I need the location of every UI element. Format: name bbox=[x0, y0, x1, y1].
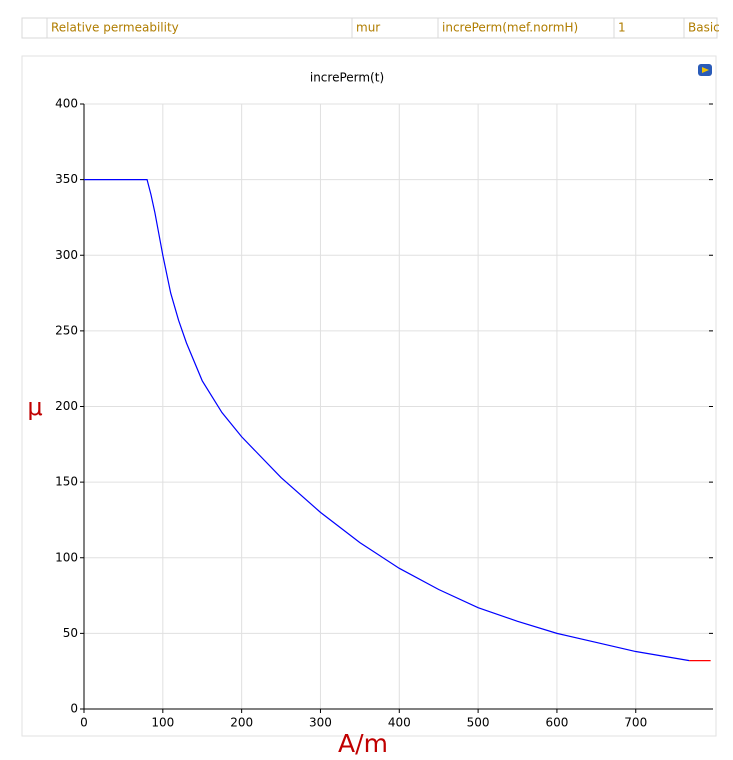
x-tick-label: 700 bbox=[624, 716, 647, 730]
toolbar-icon[interactable] bbox=[698, 64, 712, 76]
y-tick-label: 100 bbox=[55, 550, 78, 564]
table-cell: Relative permeability bbox=[51, 21, 179, 35]
y-tick-label: 0 bbox=[70, 702, 78, 716]
x-tick-label: 400 bbox=[388, 716, 411, 730]
y-tick-label: 300 bbox=[55, 248, 78, 262]
table-cell: increPerm(mef.normH) bbox=[442, 21, 578, 35]
x-tick-label: 600 bbox=[545, 716, 568, 730]
y-tick-label: 250 bbox=[55, 323, 78, 337]
data-line bbox=[84, 179, 690, 662]
table-cell: mur bbox=[356, 21, 380, 35]
chart-title: increPerm(t) bbox=[310, 71, 384, 85]
y-tick-label: 400 bbox=[55, 97, 78, 111]
x-tick-label: 0 bbox=[80, 716, 88, 730]
table-row bbox=[21, 17, 718, 39]
x-tick-label: 100 bbox=[151, 716, 174, 730]
table-cell: 1 bbox=[618, 21, 626, 35]
y-tick-label: 200 bbox=[55, 399, 78, 413]
table-cell: Basic bbox=[688, 21, 720, 35]
x-axis-label: A/m bbox=[338, 729, 388, 758]
icon-glyph bbox=[702, 67, 709, 73]
y-tick-label: 150 bbox=[55, 475, 78, 489]
x-tick-label: 500 bbox=[467, 716, 490, 730]
x-tick-label: 200 bbox=[230, 716, 253, 730]
plot-panel bbox=[21, 55, 717, 737]
y-axis-label: μ bbox=[27, 393, 42, 421]
y-tick-label: 50 bbox=[63, 626, 78, 640]
x-tick-label: 300 bbox=[309, 716, 332, 730]
y-tick-label: 350 bbox=[55, 172, 78, 186]
